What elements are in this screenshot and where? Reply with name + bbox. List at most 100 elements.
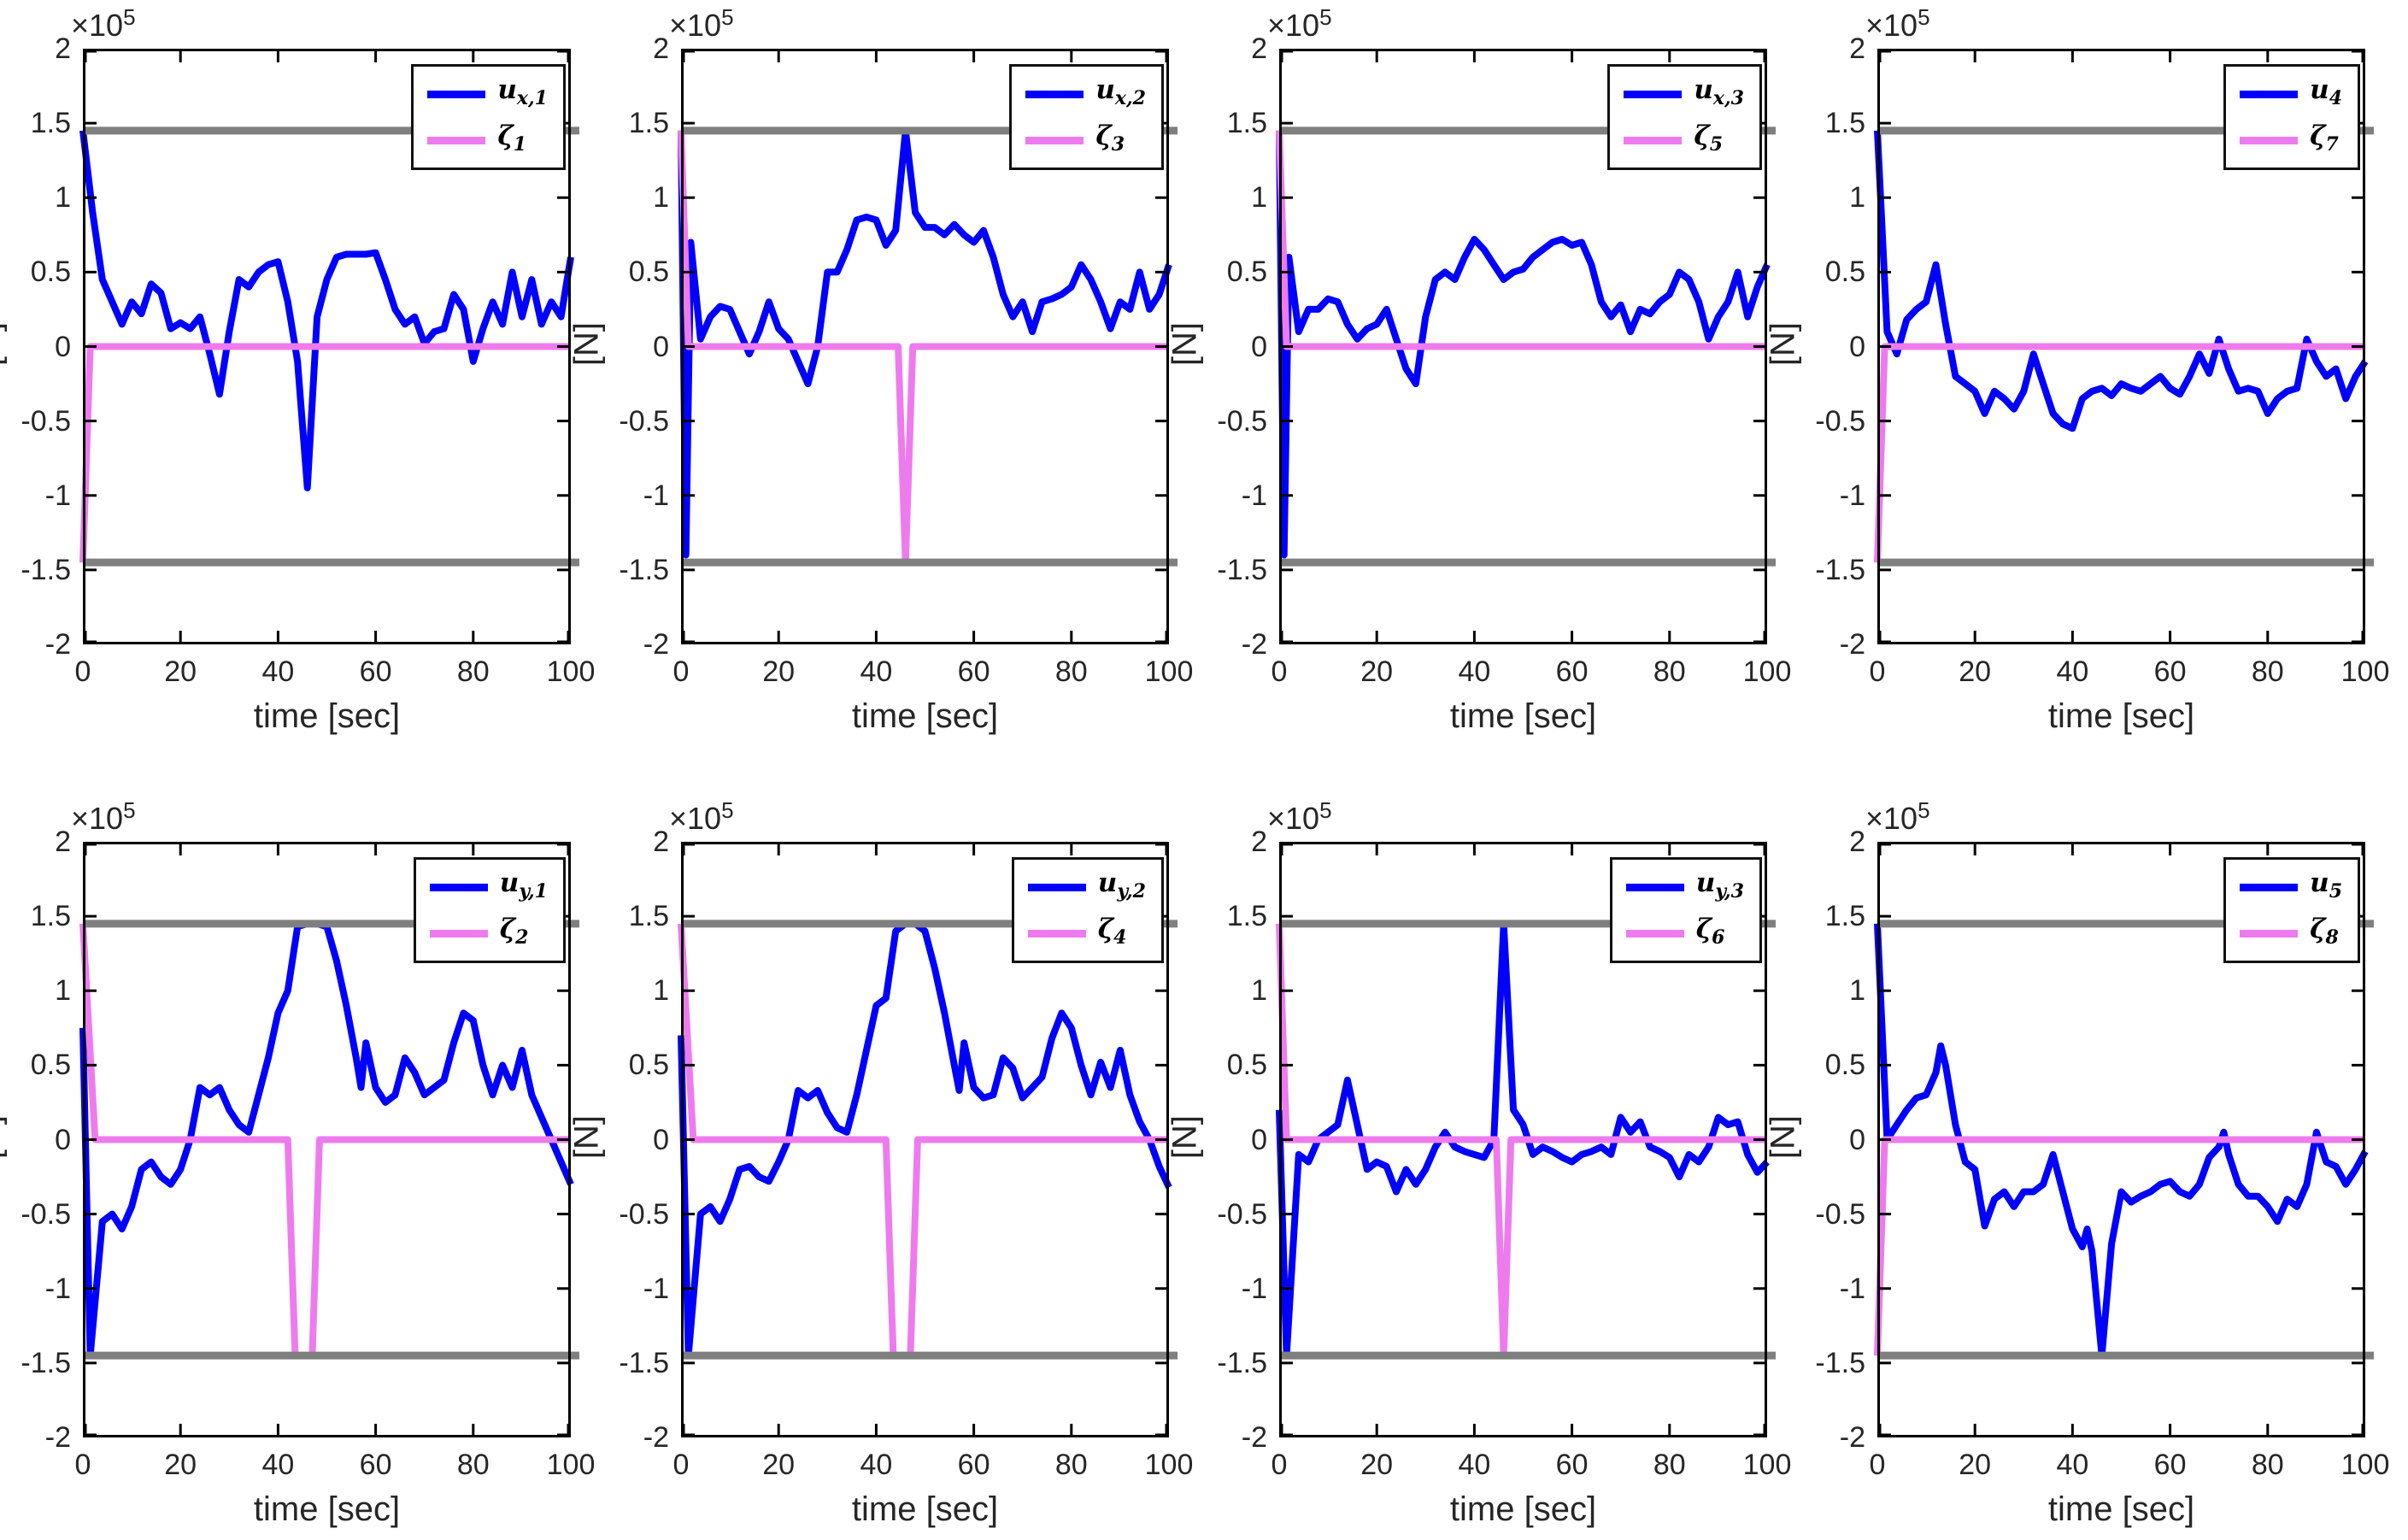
u-series-line	[678, 126, 1172, 559]
y-axis-label: [N]	[0, 321, 8, 366]
x-tick-label: 0	[1869, 1449, 1886, 1481]
x-axis-label: time [sec]	[851, 1490, 999, 1528]
legend-label: ζ6	[1695, 914, 1725, 949]
x-tick-label: 0	[74, 655, 91, 688]
legend-entry: ζ4	[1027, 914, 1146, 952]
y-axis-label: [N]	[1166, 1114, 1204, 1159]
y-tick-label: 1	[653, 181, 669, 215]
x-tick-label: 80	[2251, 655, 2284, 688]
legend-entry: ux,3	[1624, 75, 1744, 113]
y-tick-label: -2	[643, 1421, 669, 1454]
zeta-line-swatch	[427, 136, 486, 144]
y-tick-label: -1	[1241, 1272, 1267, 1305]
y-tick-label: -1.5	[619, 553, 669, 586]
zeta-line-swatch	[1025, 136, 1084, 144]
x-tick-label: 0	[672, 1449, 690, 1481]
x-tick-label: 100	[1144, 1449, 1194, 1481]
x-tick-label: 60	[1555, 1449, 1589, 1481]
x-axis-label: time [sec]	[2047, 697, 2195, 735]
y-tick-label: 0	[55, 330, 71, 363]
x-tick-label: 100	[2340, 1449, 2390, 1481]
legend-label: ζ5	[1694, 120, 1724, 156]
y-tick-label: 1.5	[1226, 900, 1267, 933]
y-tick-label: -0.5	[1217, 1197, 1267, 1231]
u-series-line	[678, 920, 1172, 1360]
y-tick-label: -1	[1839, 1272, 1865, 1305]
x-tick-label: 40	[2056, 655, 2089, 688]
legend: u5 ζ8	[2223, 857, 2360, 964]
y-tick-label: -0.5	[619, 1197, 669, 1231]
legend-entry: ζ2	[429, 914, 548, 952]
x-tick-label: 60	[957, 655, 990, 688]
x-tick-label: 20	[1959, 1449, 1992, 1481]
y-tick-label: 0	[1849, 1123, 1865, 1156]
legend: uy,2 ζ4	[1011, 857, 1164, 964]
y-tick-label: 0.5	[1824, 1049, 1865, 1082]
y-axis-label: [N]	[567, 321, 606, 366]
x-tick-label: 40	[860, 655, 893, 688]
y-tick-label: 1.5	[1226, 107, 1267, 140]
x-tick-label: 80	[1653, 1449, 1686, 1481]
axes-box	[1279, 49, 1767, 644]
u-line-swatch	[2240, 90, 2299, 98]
plot-area	[79, 49, 579, 644]
y-tick-label: -1	[1241, 479, 1267, 512]
y-tick-label: -1	[44, 1272, 71, 1305]
axes-box	[1877, 842, 2365, 1437]
x-tick-label: 20	[762, 1449, 796, 1481]
x-tick-label: 60	[1555, 655, 1589, 688]
y-axis-exponent-label: ×105	[669, 797, 734, 836]
y-axis-label: [N]	[0, 1114, 8, 1159]
y-tick-label: 2	[1251, 32, 1267, 65]
x-tick-label: 100	[1144, 655, 1194, 688]
zeta-series-line	[79, 343, 571, 563]
legend-label: ζ2	[499, 914, 529, 949]
legend-label: u5	[2310, 867, 2342, 903]
u-line-swatch	[429, 883, 488, 891]
zeta-series-line	[678, 923, 1169, 1360]
y-tick-label: 0	[653, 1123, 669, 1156]
y-tick-label: -1	[44, 479, 71, 512]
y-tick-label: 0.5	[30, 256, 71, 289]
x-tick-label: 100	[1742, 1449, 1792, 1481]
x-tick-label: 20	[1360, 655, 1394, 688]
legend: ux,1 ζ1	[411, 64, 566, 171]
x-axis-label: time [sec]	[253, 1490, 401, 1528]
axes-box	[83, 49, 571, 644]
y-axis-label: [N]	[1764, 321, 1802, 366]
y-tick-label: 0.5	[1824, 256, 1865, 289]
y-axis-exponent-label: ×105	[1865, 4, 1930, 43]
y-tick-label: 0	[653, 330, 669, 363]
y-tick-label: -2	[1241, 1421, 1267, 1454]
y-tick-label: -2	[643, 628, 669, 661]
legend-label: ux,2	[1095, 74, 1146, 110]
plot-area	[678, 49, 1178, 644]
x-axis-label: time [sec]	[253, 697, 401, 735]
x-tick-label: 40	[860, 1449, 893, 1481]
subplot-u4: ×105 2 1.5 1 0.5 0 -0.5 -1 -1.5 -2 0 20 40 60 80 100 [N]…	[1765, 4, 2390, 735]
legend-entry: uy,2	[1027, 868, 1146, 906]
y-tick-label: -0.5	[21, 404, 71, 438]
x-tick-label: 20	[1360, 1449, 1394, 1481]
y-tick-label: -2	[44, 1421, 71, 1454]
x-tick-label: 100	[1742, 655, 1792, 688]
y-tick-label: 0.5	[628, 1049, 669, 1082]
legend-entry: ζ1	[427, 121, 548, 159]
y-tick-label: 0	[1251, 330, 1267, 363]
y-tick-label: 2	[55, 32, 71, 65]
y-tick-label: -2	[1839, 628, 1865, 661]
y-tick-label: 2	[1849, 826, 1865, 858]
y-tick-label: -1.5	[21, 1346, 71, 1379]
y-tick-label: 1.5	[628, 900, 669, 933]
y-tick-label: -1.5	[1217, 553, 1267, 586]
legend: ux,2 ζ3	[1009, 64, 1164, 171]
u-series-line	[79, 920, 574, 1360]
y-tick-label: -2	[1839, 1421, 1865, 1454]
x-tick-label: 40	[1458, 655, 1491, 688]
legend-label: ζ3	[1095, 120, 1125, 156]
legend-entry: ux,2	[1025, 75, 1146, 113]
u-series-line	[1874, 130, 2369, 432]
y-tick-label: -1.5	[1217, 1346, 1267, 1379]
legend-label: ζ1	[497, 120, 527, 156]
